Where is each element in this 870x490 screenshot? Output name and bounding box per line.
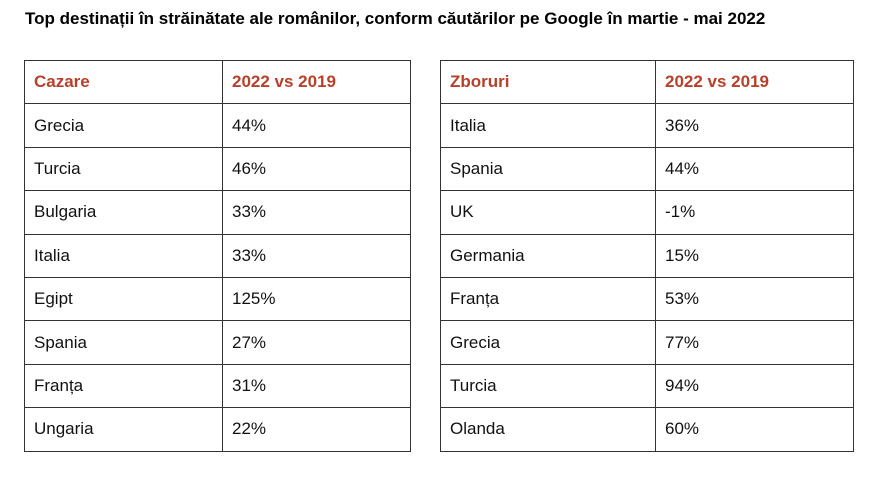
header-row: Cazare 2022 vs 2019	[24, 59, 411, 105]
row: Turcia 94%	[440, 363, 854, 409]
cell: Bulgaria	[24, 190, 223, 235]
cell: Egipt	[24, 276, 223, 322]
cell: 22%	[222, 407, 411, 452]
cell: 36%	[655, 103, 854, 148]
header-row: Zboruri 2022 vs 2019	[440, 59, 854, 105]
cell: Italia	[24, 233, 223, 278]
cell: UK	[440, 190, 656, 235]
cell: 94%	[655, 363, 854, 409]
cell: Grecia	[440, 320, 656, 365]
header-cell: 2022 vs 2019	[222, 59, 411, 105]
table-zboruri: Zboruri 2022 vs 2019 Italia 36% Spania 44% UK -…	[440, 59, 854, 452]
cell: 46%	[222, 146, 411, 192]
cell: 44%	[655, 146, 854, 192]
cell: 27%	[222, 320, 411, 365]
cell: 44%	[222, 103, 411, 148]
cell: Olanda	[440, 407, 656, 452]
row: Ungaria 22%	[24, 407, 411, 452]
cell: Spania	[440, 146, 656, 192]
cell: Turcia	[440, 363, 656, 409]
cell: 125%	[222, 276, 411, 322]
cell: 33%	[222, 190, 411, 235]
row: Grecia 44%	[24, 103, 411, 148]
row: UK -1%	[440, 190, 854, 235]
row: Franța 31%	[24, 363, 411, 409]
title: Top destinații în străinătate ale români…	[25, 9, 766, 28]
cell: 31%	[222, 363, 411, 409]
cell: 77%	[655, 320, 854, 365]
cell: Ungaria	[24, 407, 223, 452]
header-cell: Zboruri	[440, 59, 656, 105]
row: Egipt 125%	[24, 276, 411, 322]
cell: -1%	[655, 190, 854, 235]
cell: 60%	[655, 407, 854, 452]
header-cell: 2022 vs 2019	[655, 59, 854, 105]
cell: 53%	[655, 276, 854, 322]
cell: Grecia	[24, 103, 223, 148]
row: Grecia 77%	[440, 320, 854, 365]
row: Italia 36%	[440, 103, 854, 148]
cell: Franța	[440, 276, 656, 322]
header-cell: Cazare	[24, 59, 223, 105]
cell: Turcia	[24, 146, 223, 192]
cell: Spania	[24, 320, 223, 365]
row: Bulgaria 33%	[24, 190, 411, 235]
table-cazare: Cazare 2022 vs 2019 Grecia 44% Turcia 46% Bulg…	[24, 59, 411, 452]
row: Turcia 46%	[24, 146, 411, 192]
row: Franța 53%	[440, 276, 854, 322]
cell: 15%	[655, 233, 854, 278]
row: Olanda 60%	[440, 407, 854, 452]
cell: Germania	[440, 233, 656, 278]
row: Italia 33%	[24, 233, 411, 278]
cell: Italia	[440, 103, 656, 148]
row: Spania 44%	[440, 146, 854, 192]
cell: Franța	[24, 363, 223, 409]
cell: 33%	[222, 233, 411, 278]
row: Spania 27%	[24, 320, 411, 365]
row: Germania 15%	[440, 233, 854, 278]
